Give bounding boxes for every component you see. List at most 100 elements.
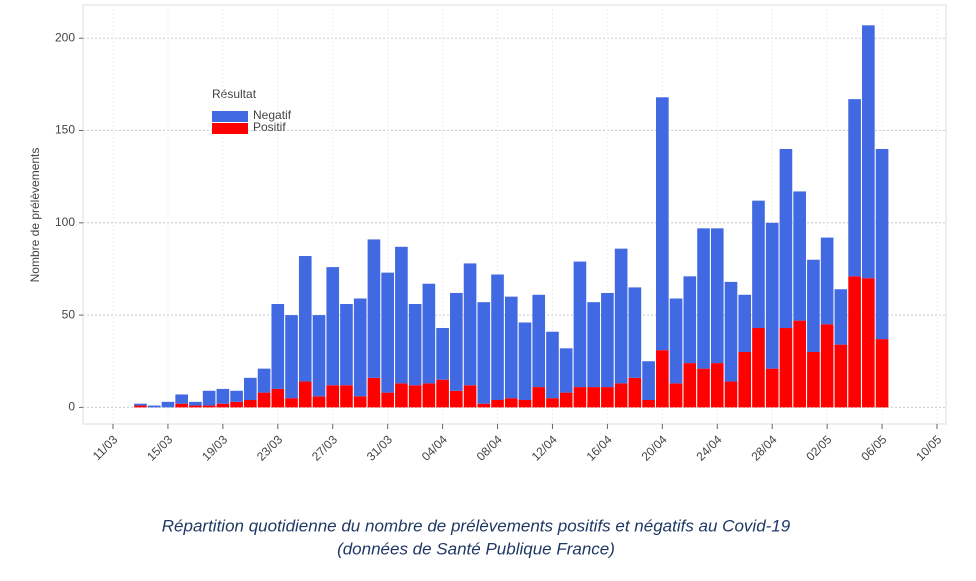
bar-segment xyxy=(546,398,559,408)
bar-segment xyxy=(724,281,738,382)
bar-segment xyxy=(326,385,340,408)
bar-segment xyxy=(202,390,216,406)
bar-segment xyxy=(573,387,587,408)
x-tick-label: 10/05 xyxy=(913,432,944,463)
bar-segment xyxy=(587,387,600,408)
bar-segment xyxy=(422,383,436,408)
x-tick-label: 16/04 xyxy=(584,432,615,463)
bar-segment xyxy=(518,400,532,408)
x-tick-label: 23/03 xyxy=(254,432,285,463)
bar-segment xyxy=(710,228,724,364)
bar-segment xyxy=(793,191,806,321)
bar-segment xyxy=(491,274,504,401)
bar-segment xyxy=(257,368,271,393)
bar-segment xyxy=(491,400,504,408)
bar-segment xyxy=(477,403,491,408)
bar-segment xyxy=(285,315,298,399)
x-tick-label: 19/03 xyxy=(199,432,230,463)
bar-segment xyxy=(862,25,875,279)
x-tick-label: 06/05 xyxy=(858,432,889,463)
bar-segment xyxy=(216,403,230,408)
bar-segment xyxy=(656,97,669,351)
bar-segment xyxy=(244,400,257,408)
bar-segment xyxy=(587,302,600,388)
bar-segment xyxy=(601,387,614,408)
x-tick-label: 28/04 xyxy=(748,432,779,463)
bar-segment xyxy=(230,401,243,408)
bar-segment xyxy=(189,401,202,406)
bar-segment xyxy=(669,298,683,384)
bar-segment xyxy=(463,263,477,386)
bar-segment xyxy=(408,304,422,386)
y-axis-label: Nombre de prélèvements xyxy=(28,148,42,283)
bar-segment xyxy=(628,287,642,378)
bar-segment xyxy=(353,396,367,408)
bar-segment xyxy=(436,328,449,380)
x-tick-label: 20/04 xyxy=(639,432,670,463)
bar-segment xyxy=(285,398,298,408)
bar-segment xyxy=(477,302,491,404)
bar-segment xyxy=(559,392,573,408)
bar-segment xyxy=(848,99,861,277)
bar-segment xyxy=(820,237,834,325)
bar-segment xyxy=(298,381,312,408)
bar-segment xyxy=(395,383,408,408)
bar-segment xyxy=(532,387,546,408)
bar-segment xyxy=(779,148,793,329)
bar-segment xyxy=(573,261,587,388)
bar-segment xyxy=(244,377,257,401)
bar-segment xyxy=(614,383,628,408)
bar-segment xyxy=(326,267,340,386)
bar-segment xyxy=(518,322,532,401)
bar-segment xyxy=(642,400,655,408)
bar-segment xyxy=(408,385,422,408)
bar-segment xyxy=(367,239,381,378)
bar-segment xyxy=(161,401,175,408)
bar-segment xyxy=(807,259,820,353)
bar-segment xyxy=(340,304,353,386)
bar-segment xyxy=(147,405,161,408)
bar-segment xyxy=(642,361,655,401)
bar-segment xyxy=(381,272,394,393)
bar-segment xyxy=(710,363,724,408)
x-tick-label: 12/04 xyxy=(529,432,560,463)
bar-segment xyxy=(752,328,765,408)
bar-segment xyxy=(628,377,642,408)
bar-segment xyxy=(450,292,463,391)
bar-segment xyxy=(504,296,518,399)
bar-segment xyxy=(875,339,889,408)
bar-segment xyxy=(175,394,188,404)
bar-segment xyxy=(312,396,326,408)
bar-segment xyxy=(271,304,285,389)
bar-segment xyxy=(697,228,710,369)
x-tick-label: 02/05 xyxy=(803,432,834,463)
caption: Répartition quotidienne du nombre de pré… xyxy=(162,516,791,535)
bar-segment xyxy=(175,403,188,408)
bar-segment xyxy=(395,246,408,384)
bar-segment xyxy=(765,368,779,408)
x-tick-label: 08/04 xyxy=(474,432,505,463)
legend-title: Résultat xyxy=(212,87,257,101)
bar-segment xyxy=(450,390,463,408)
bar-segment xyxy=(367,377,381,408)
bar-segment xyxy=(230,390,243,402)
bar-segment xyxy=(532,294,546,388)
bar-segment xyxy=(820,324,834,408)
bar-segment xyxy=(752,200,765,329)
bar-segment xyxy=(601,292,614,388)
y-tick-label: 150 xyxy=(55,123,75,137)
legend-label: Negatif xyxy=(253,108,292,122)
bar-segment xyxy=(353,298,367,397)
bar-segment xyxy=(683,363,697,408)
bar-segment xyxy=(834,344,848,408)
bar-segment xyxy=(724,381,738,408)
bar-segment xyxy=(875,148,889,340)
bar-segment xyxy=(298,256,312,382)
bar-segment xyxy=(134,405,147,408)
bar-segment xyxy=(189,405,202,408)
bar-segment xyxy=(422,283,436,384)
bar-segment xyxy=(134,403,147,406)
bar-segment xyxy=(504,398,518,408)
bar-segment xyxy=(202,405,216,408)
